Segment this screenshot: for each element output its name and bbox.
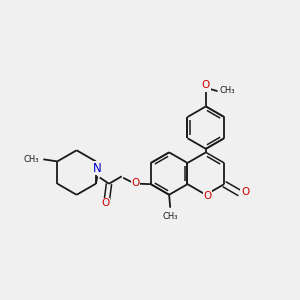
Text: O: O — [241, 187, 249, 197]
Text: CH₃: CH₃ — [220, 86, 236, 95]
Text: O: O — [101, 198, 110, 208]
Text: CH₃: CH₃ — [162, 212, 178, 221]
Text: O: O — [202, 80, 210, 90]
Text: CH₃: CH₃ — [23, 155, 39, 164]
Text: N: N — [93, 162, 102, 175]
Text: O: O — [203, 190, 212, 201]
Text: O: O — [131, 178, 139, 188]
